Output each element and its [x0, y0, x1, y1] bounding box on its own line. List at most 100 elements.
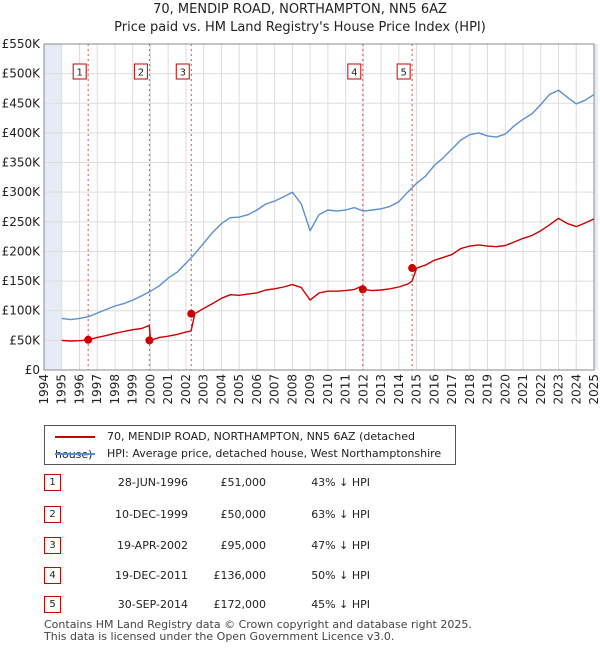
sale-date: 10-DEC-1999	[114, 508, 188, 521]
property-line	[61, 217, 595, 342]
x-tick-label: 2016	[427, 374, 441, 405]
x-tick-label: 2013	[374, 374, 388, 405]
x-tick-label: 1995	[55, 374, 69, 405]
x-tick-label: 2004	[214, 374, 228, 405]
y-tick-label: £0	[25, 363, 40, 377]
sale-date: 19-APR-2002	[116, 539, 188, 552]
sale-price: £172,000	[213, 598, 267, 611]
x-tick-label: 1998	[108, 374, 122, 405]
x-tick-label: 2022	[534, 374, 548, 405]
sale-price: £50,000	[220, 508, 267, 521]
y-tick-label: £50K	[9, 333, 41, 347]
sale-label-text: 3	[180, 68, 186, 79]
y-tick-label: £500K	[2, 67, 42, 81]
sale-hpi-diff: 43% ↓ HPI	[311, 476, 370, 489]
x-tick-label: 2003	[197, 374, 211, 405]
footer-line-1: Contains HM Land Registry data © Crown c…	[44, 618, 472, 631]
legend-swatch-hpi	[55, 453, 95, 455]
title-line-2: Price paid vs. HM Land Registry's House …	[114, 20, 486, 35]
sale-marker	[408, 264, 417, 273]
x-tick-label: 2018	[463, 374, 477, 405]
x-tick-label: 1999	[126, 374, 140, 405]
sale-price: £51,000	[220, 476, 267, 489]
x-tick-label: 2001	[161, 374, 175, 405]
y-tick-label: £400K	[2, 126, 42, 140]
sale-date: 28-JUN-1996	[117, 476, 188, 489]
sale-marker	[145, 336, 154, 345]
plot-frame	[43, 43, 595, 371]
sale-number-badge: 4	[44, 567, 61, 584]
x-tick-label: 1996	[72, 374, 86, 405]
x-tick-label: 2024	[569, 374, 583, 405]
footer-line-2: This data is licensed under the Open Gov…	[44, 630, 395, 643]
shaded-period	[44, 44, 62, 370]
y-tick-label: £300K	[2, 185, 42, 199]
legend-label-hpi: HPI: Average price, detached house, West…	[107, 447, 442, 460]
sale-label-box	[133, 63, 148, 80]
sales-row: 3 19-APR-2002 £95,000 47% ↓ HPI	[0, 536, 600, 556]
sales-row: 1 28-JUN-1996 £51,000 43% ↓ HPI	[0, 473, 600, 493]
x-tick-label: 2019	[481, 374, 495, 405]
sale-marker	[358, 285, 367, 294]
sale-price: £95,000	[220, 539, 267, 552]
sale-number-badge: 3	[44, 537, 61, 554]
x-tick-label: 2006	[250, 374, 264, 405]
legend: 70, MENDIP ROAD, NORTHAMPTON, NN5 6AZ (d…	[44, 425, 456, 465]
sale-label-text: 2	[138, 68, 144, 79]
y-tick-label: £200K	[2, 244, 42, 258]
y-tick-label: £100K	[2, 304, 42, 318]
x-tick-label: 2015	[410, 374, 424, 405]
y-tick-label: £550K	[2, 37, 42, 51]
shaded-period	[594, 44, 598, 370]
x-tick-label: 2020	[498, 374, 512, 405]
sale-label-text: 5	[400, 68, 406, 79]
x-tick-label: 2007	[268, 374, 282, 405]
sale-label-text: 4	[351, 68, 357, 79]
sale-label-box	[396, 63, 411, 80]
sale-marker	[187, 309, 196, 318]
y-tick-label: £450K	[2, 96, 42, 110]
sale-price: £136,000	[213, 569, 267, 582]
sales-row: 2 10-DEC-1999 £50,000 63% ↓ HPI	[0, 505, 600, 525]
x-tick-label: 2025	[587, 374, 600, 405]
chart: £0 £50K £100K £150K £200K £250K £300K £350K £400…	[2, 37, 600, 405]
sale-date: 30-SEP-2014	[117, 598, 188, 611]
sales-row: 4 19-DEC-2011 £136,000 50% ↓ HPI	[0, 566, 600, 586]
y-tick-label: £350K	[2, 156, 42, 170]
x-tick-label: 2017	[445, 374, 459, 405]
x-tick-label: 2014	[392, 374, 406, 405]
x-tick-label: 1997	[90, 374, 104, 405]
sales-row: 5 30-SEP-2014 £172,000 45% ↓ HPI	[0, 595, 600, 615]
x-tick-label: 2012	[356, 374, 370, 405]
sale-number-badge: 5	[44, 596, 61, 613]
x-tick-label: 2002	[179, 374, 193, 405]
y-tick-label: £250K	[2, 215, 42, 229]
sale-label-box	[347, 63, 362, 80]
sale-number-badge: 2	[44, 506, 61, 523]
x-tick-label: 2023	[552, 374, 566, 405]
legend-item-property: 70, MENDIP ROAD, NORTHAMPTON, NN5 6AZ (d…	[55, 428, 455, 461]
x-tick-label: 2000	[143, 374, 157, 405]
sale-marker	[84, 335, 93, 344]
hpi-line	[61, 89, 595, 321]
sale-label-box	[72, 63, 87, 80]
plot-area	[44, 44, 594, 370]
sale-label-text: 1	[76, 68, 82, 79]
sale-number-badge: 1	[44, 474, 61, 491]
x-tick-label: 2021	[516, 374, 530, 405]
x-tick-label: 2008	[285, 374, 299, 405]
sale-hpi-diff: 47% ↓ HPI	[311, 539, 370, 552]
sale-hpi-diff: 45% ↓ HPI	[311, 598, 370, 611]
legend-swatch-property	[55, 436, 95, 438]
x-tick-label: 1994	[37, 374, 51, 405]
chart-title: 70, MENDIP ROAD, NORTHAMPTON, NN5 6AZ Pr…	[0, 1, 600, 37]
title-line-1: 70, MENDIP ROAD, NORTHAMPTON, NN5 6AZ	[153, 2, 447, 17]
sale-date: 19-DEC-2011	[114, 569, 188, 582]
sale-hpi-diff: 63% ↓ HPI	[311, 508, 370, 521]
x-tick-label: 2005	[232, 374, 246, 405]
x-tick-label: 2010	[321, 374, 335, 405]
sale-hpi-diff: 50% ↓ HPI	[311, 569, 370, 582]
footer: Contains HM Land Registry data © Crown c…	[44, 619, 472, 643]
y-tick-label: £150K	[2, 274, 42, 288]
sale-label-box	[175, 63, 190, 80]
